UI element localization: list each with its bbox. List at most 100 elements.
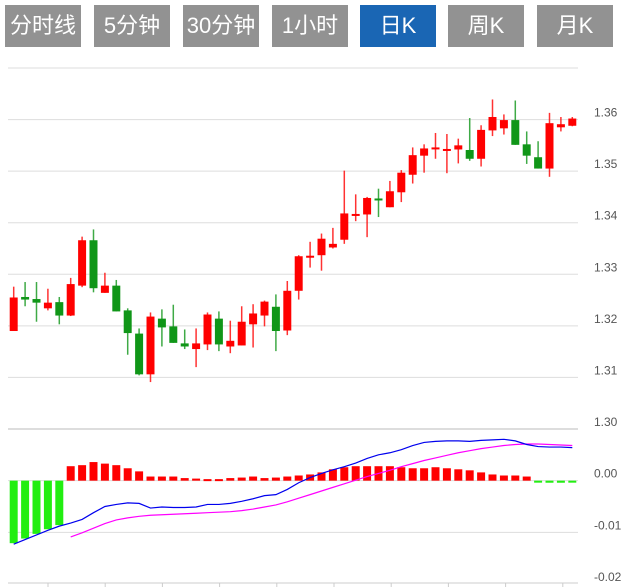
candle-body xyxy=(203,314,212,345)
tab-5min[interactable]: 5分钟 xyxy=(94,5,170,47)
macd-histogram-bar xyxy=(534,480,543,483)
candle-body xyxy=(534,157,543,169)
candle-body xyxy=(397,172,406,193)
y-tick-label: 1.33 xyxy=(594,260,618,274)
candle xyxy=(545,112,554,177)
macd-histogram-bar xyxy=(351,466,360,481)
macd-histogram-bar xyxy=(283,476,292,481)
candle-body xyxy=(66,284,75,316)
candle xyxy=(78,236,87,288)
candle-body xyxy=(340,213,349,240)
candle-body xyxy=(522,144,531,156)
macd-histogram-bar xyxy=(511,475,520,481)
candle-body xyxy=(226,340,235,347)
macd-histogram-bar xyxy=(260,478,269,481)
macd-histogram-bar xyxy=(442,468,451,481)
macd-histogram-bar xyxy=(385,466,394,481)
candle-body xyxy=(9,297,18,332)
candle xyxy=(21,282,30,307)
tab-30min[interactable]: 30分钟 xyxy=(183,5,259,47)
candle xyxy=(66,277,75,317)
macd-histogram-bar xyxy=(408,468,417,481)
macd-y-tick-label: 0.00 xyxy=(594,467,618,481)
candle xyxy=(511,100,520,145)
macd-histogram-bar xyxy=(568,480,577,483)
y-tick-label: 1.32 xyxy=(594,312,618,326)
candle xyxy=(374,188,383,218)
tab-daily-k[interactable]: 日K xyxy=(360,5,436,47)
tab-monthly-k[interactable]: 月K xyxy=(537,5,613,47)
candle-body xyxy=(43,302,52,309)
macd-histogram-bar xyxy=(499,475,508,481)
y-tick-label: 1.35 xyxy=(594,157,618,171)
candle-body xyxy=(408,155,417,175)
candle-body xyxy=(260,301,269,316)
candle-body xyxy=(374,198,383,201)
candle xyxy=(123,308,132,355)
candle-body xyxy=(283,290,292,331)
candle xyxy=(169,304,178,343)
macd-histogram-bar xyxy=(43,480,52,530)
candle xyxy=(568,116,577,127)
macd-histogram-bar xyxy=(112,465,121,481)
candle xyxy=(488,99,497,137)
candle-body xyxy=(180,343,189,347)
candle-body xyxy=(477,129,486,159)
candle xyxy=(226,320,235,354)
macd-histogram-bar xyxy=(271,477,280,481)
candle xyxy=(9,286,18,332)
tab-weekly-k[interactable]: 周K xyxy=(448,5,524,47)
candle-body xyxy=(499,120,508,129)
candle-body xyxy=(306,255,315,258)
y-tick-label: 1.36 xyxy=(594,106,618,120)
macd-histogram-bar xyxy=(192,478,201,481)
tab-1hour[interactable]: 1小时 xyxy=(272,5,348,47)
macd-histogram-bar xyxy=(146,476,155,481)
y-tick-label: 1.34 xyxy=(594,209,618,223)
candle xyxy=(89,229,98,293)
candle-body xyxy=(169,326,178,343)
candle-body xyxy=(545,123,554,169)
macd-histogram-bar xyxy=(78,465,87,481)
candle xyxy=(237,306,246,346)
period-tabs: 分时线 5分钟 30分钟 1小时 日K 周K 月K xyxy=(0,5,635,47)
macd-histogram-bar xyxy=(21,480,30,539)
candle xyxy=(306,241,315,268)
macd-histogram-bar xyxy=(66,466,75,481)
macd-histogram-bar xyxy=(317,472,326,481)
candle-body xyxy=(249,313,258,325)
candle-body xyxy=(328,243,337,248)
candle xyxy=(294,255,303,300)
candle xyxy=(397,170,406,203)
macd-histogram-bar xyxy=(180,478,189,481)
candle-body xyxy=(488,116,497,131)
candle-body xyxy=(431,147,440,150)
macd-histogram-bar xyxy=(488,474,497,481)
macd-histogram-bar xyxy=(454,469,463,481)
tab-intraday[interactable]: 分时线 xyxy=(5,5,81,47)
candle xyxy=(55,296,64,325)
candle xyxy=(192,328,201,368)
candle-body xyxy=(294,256,303,291)
macd-histogram-bar xyxy=(100,463,109,481)
candle xyxy=(180,329,189,350)
macd-histogram-bar xyxy=(397,467,406,481)
candle xyxy=(32,282,41,322)
candle xyxy=(135,328,144,376)
macd-histogram-bar xyxy=(203,479,212,482)
candle-body xyxy=(442,148,451,151)
candle-body xyxy=(55,302,64,316)
macd-histogram-bar xyxy=(226,478,235,481)
candle xyxy=(100,272,109,293)
macd-histogram-bar xyxy=(135,471,144,481)
candle xyxy=(442,134,451,174)
candle-body xyxy=(237,321,246,346)
candle-body xyxy=(420,148,429,156)
candle-body xyxy=(100,285,109,293)
candle xyxy=(420,144,429,173)
candle xyxy=(271,294,280,352)
candle-body xyxy=(78,240,87,286)
macd-y-tick-label: -0.02 xyxy=(594,570,622,584)
macd-histogram-bar xyxy=(237,477,246,481)
